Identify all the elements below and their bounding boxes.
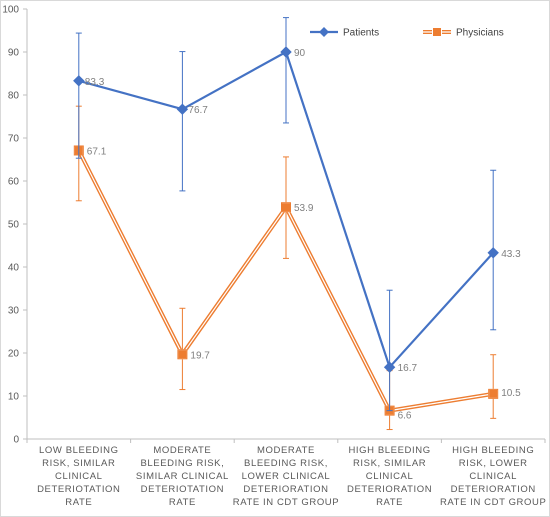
data-point-patients [280,46,292,58]
x-category-label-line: MODERATE [153,445,211,456]
x-category-label-line: DETERIORATION [347,484,432,495]
x-category-label-line: RATE [169,497,196,508]
legend-marker-patients [319,27,329,37]
x-category-label-line: RISK, LOWER [459,458,528,469]
x-category-label-line: HIGH BLEEDING [452,445,534,456]
x-category-label-line: CLINICAL [55,471,103,482]
data-label-patients: 90 [294,48,306,59]
data-point-physicians [177,349,188,360]
x-category-label-line: HIGH BLEEDING [348,445,430,456]
x-category-label-line: LOWER CLINICAL [242,471,331,482]
y-tick-label: 40 [8,263,20,274]
data-label-patients: 83.3 [85,77,105,88]
x-category-label-line: BLEEDING RISK, [244,458,328,469]
data-label-patients: 43.3 [501,249,521,260]
x-category-label-line: DETERIOTATION [37,484,120,495]
x-category-label-line: RATE [376,497,403,508]
data-label-patients: 16.7 [398,363,418,374]
legend-item-patients: Patients [310,27,379,39]
x-category-label-line: CLINICAL [366,471,414,482]
y-tick-label: 30 [8,306,20,317]
x-category-label-line: CLINICAL [469,471,517,482]
y-tick-label: 0 [13,435,19,446]
x-category-label-line: RISK, SIMILAR [353,458,426,469]
y-tick-label: 50 [8,220,20,231]
data-point-physicians [281,202,291,213]
y-tick-label: 70 [8,134,20,145]
data-label-physicians: 53.9 [294,203,314,214]
x-category-label-line: RATE IN CDT GROUP [440,497,546,508]
data-label-patients: 76.7 [188,105,208,116]
x-category-label-line: RATE [65,497,92,508]
y-tick-label: 100 [2,5,19,16]
data-label-physicians: 6.6 [398,411,412,422]
series-patients [73,17,499,412]
data-label-physicians: 19.7 [190,350,210,361]
data-point-physicians [488,388,499,399]
y-tick-label: 80 [8,91,20,102]
legend-marker-physicians [432,27,442,37]
data-point-patients [383,361,396,373]
x-category-label: HIGH BLEEDING RISK, LOWER CLINICAL DETERIOR… [440,445,546,508]
x-category-label-line: BLEEDING RISK, [140,458,224,469]
x-category-label-line: MODERATE [257,445,315,456]
legend-item-physicians: Physicians [423,27,504,39]
y-tick-label: 20 [8,349,20,360]
x-category-label-line: SIMILAR CLINICAL [136,471,229,482]
data-point-patients [176,103,189,115]
data-point-patients [487,247,499,259]
x-category-label: MODERATE BLEEDING RISK, SIMILAR CLINICAL DE… [136,445,229,508]
data-point-outline-physicians [488,388,499,399]
x-category-label: LOW BLEEDING RISK, SIMILAR CLINICAL DETERIO… [37,445,120,508]
axes: 0 10 20 30 40 50 60 70 80 90 100 LOW BLEEDING RISK, … [2,5,546,509]
x-category-label-line: DETERIOTATION [141,484,224,495]
x-category-label: MODERATE BLEEDING RISK, LOWER CLINICAL DETE… [233,445,339,508]
data-label-physicians: 10.5 [501,388,521,399]
legend: Patients Physicians [310,27,504,39]
data-point-outline-physicians [281,202,291,213]
data-label-physicians: 67.1 [87,146,107,157]
data-point-patients [73,75,85,87]
legend-label-patients: Patients [343,28,379,39]
data-labels: 67.1 19.7 53.9 6.6 10.5 83.3 76.7 90 16.7 43.3 [85,48,521,422]
x-category-label-line: DETERIORATION [243,484,328,495]
y-tick-label: 90 [8,48,20,59]
legend-label-physicians: Physicians [456,28,504,39]
x-category-label: HIGH BLEEDING RISK, SIMILAR CLINICAL DETERI… [347,445,432,508]
x-category-label-line: DETERIORATION [451,484,536,495]
y-tick-label: 60 [8,177,20,188]
x-category-label-line: RATE IN CDT GROUP [233,497,339,508]
x-category-label-line: LOW BLEEDING [39,445,119,456]
series-layer [73,17,499,431]
data-point-outline-physicians [177,349,188,360]
x-category-label-line: RISK, SIMILAR [42,458,115,469]
y-tick-label: 10 [8,392,20,403]
